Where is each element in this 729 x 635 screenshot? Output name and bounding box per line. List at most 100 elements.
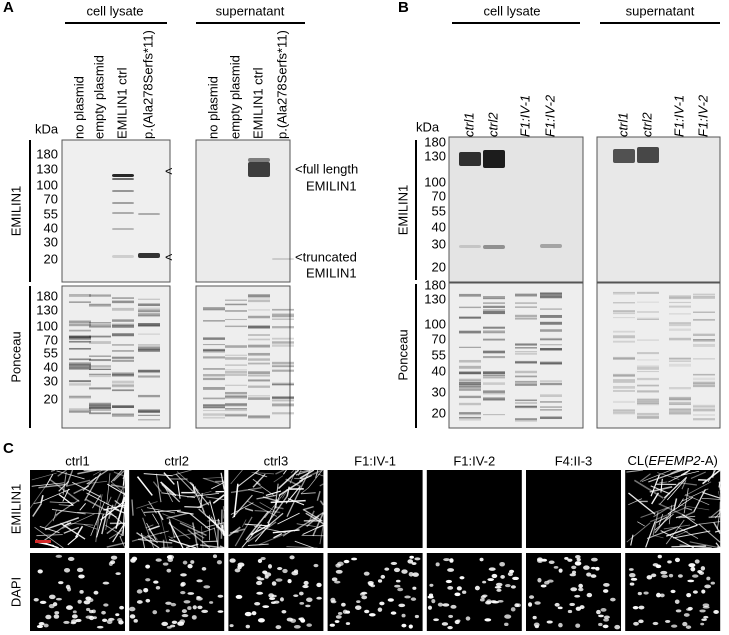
band — [272, 399, 294, 402]
fiber — [677, 498, 684, 507]
band — [515, 306, 537, 308]
lane-label: empty plasmid — [91, 55, 106, 139]
band — [459, 330, 481, 334]
nucleus — [110, 560, 116, 565]
band — [613, 412, 635, 414]
band — [248, 374, 270, 377]
nucleus — [659, 593, 665, 598]
nucleus — [262, 605, 270, 608]
nucleus — [191, 615, 197, 620]
band — [637, 318, 659, 320]
band — [69, 337, 91, 340]
nucleus — [251, 611, 257, 616]
fiber — [107, 496, 112, 506]
fiber — [106, 522, 122, 535]
fiber — [148, 525, 160, 531]
nucleus — [554, 602, 560, 607]
nucleus — [447, 586, 454, 590]
panel-letter: B — [398, 0, 409, 16]
nucleus — [686, 593, 692, 598]
band — [693, 295, 715, 298]
band — [138, 315, 160, 317]
band — [69, 320, 91, 323]
nucleus — [63, 568, 71, 573]
band — [89, 294, 111, 297]
band — [637, 417, 659, 419]
band — [483, 382, 505, 385]
nucleus — [187, 606, 192, 610]
nucleus — [277, 566, 283, 571]
band — [613, 400, 635, 404]
nucleus — [270, 601, 276, 604]
nucleus — [145, 598, 151, 603]
band — [112, 405, 134, 408]
band — [69, 358, 91, 360]
band — [203, 356, 225, 359]
band — [89, 303, 111, 307]
nucleus — [660, 570, 668, 575]
band — [515, 314, 537, 318]
nucleus — [152, 610, 158, 615]
micrograph — [426, 553, 522, 631]
band — [540, 361, 562, 365]
band — [112, 174, 134, 177]
band — [459, 416, 481, 419]
fiber — [247, 521, 277, 543]
fiber — [171, 531, 201, 539]
band — [459, 413, 481, 416]
nucleus — [92, 616, 97, 620]
fiber — [39, 525, 60, 534]
band — [272, 326, 294, 329]
fiber — [702, 491, 721, 499]
nucleus — [454, 592, 461, 597]
fiber — [92, 469, 103, 476]
nucleus — [397, 587, 404, 592]
band — [637, 390, 659, 393]
band — [69, 358, 91, 361]
nucleus — [699, 609, 706, 613]
fiber — [65, 469, 74, 487]
nucleus — [331, 577, 338, 582]
nucleus — [316, 582, 322, 588]
band — [515, 376, 537, 378]
band — [540, 308, 562, 310]
fiber — [166, 512, 189, 519]
band — [112, 300, 134, 304]
fiber — [676, 526, 699, 539]
nucleus — [89, 615, 95, 621]
fiber — [34, 526, 64, 549]
band — [112, 373, 134, 377]
nucleus — [286, 617, 294, 622]
fiber — [282, 469, 287, 475]
nucleus — [670, 589, 676, 594]
nucleus — [177, 621, 185, 626]
band — [89, 295, 111, 297]
band — [483, 302, 505, 304]
band — [89, 335, 111, 338]
band — [459, 378, 481, 381]
nucleus — [701, 618, 707, 622]
group-label: supernatant — [626, 3, 695, 18]
nucleus — [54, 611, 60, 615]
band — [112, 359, 134, 362]
band — [69, 340, 91, 343]
band — [69, 294, 91, 297]
band — [69, 335, 91, 338]
fiber — [273, 475, 284, 483]
band — [203, 348, 225, 351]
marker: 130 — [424, 291, 446, 306]
fiber — [250, 523, 271, 536]
nucleus — [646, 575, 653, 580]
band — [89, 402, 111, 406]
band — [272, 396, 294, 399]
nucleus — [651, 573, 657, 578]
nucleus — [209, 601, 214, 604]
nucleus — [443, 558, 450, 562]
lane-label: F1:IV-2 — [542, 94, 557, 137]
fiber — [84, 472, 102, 501]
band — [637, 339, 659, 342]
nucleus — [166, 568, 172, 573]
nucleus — [675, 609, 682, 613]
band — [693, 311, 715, 313]
band — [138, 375, 160, 378]
